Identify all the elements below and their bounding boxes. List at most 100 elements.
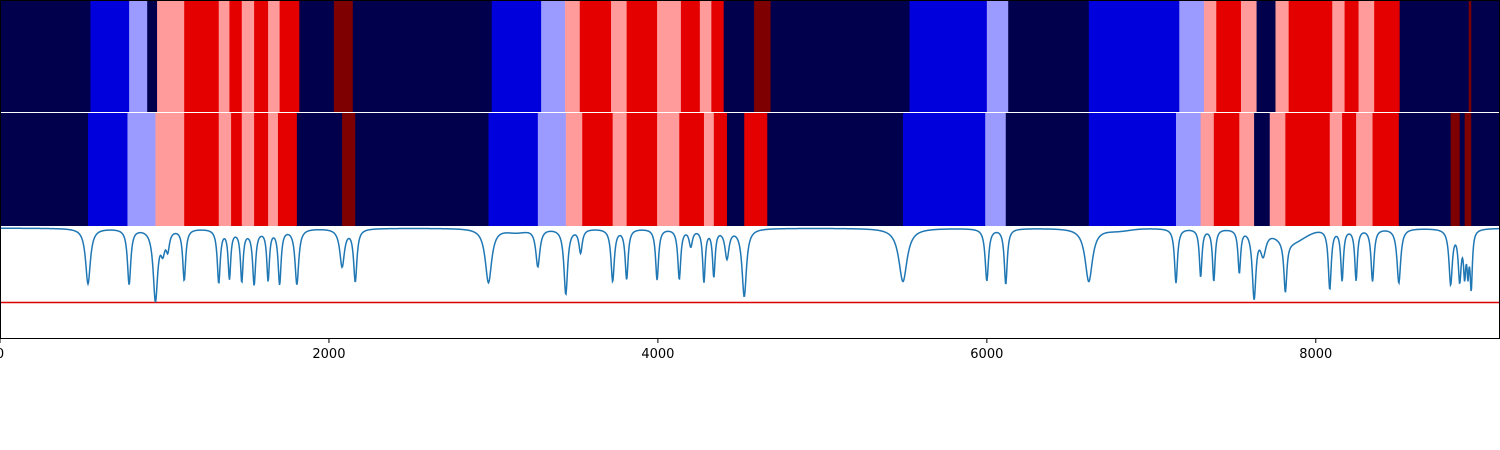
heatmap-segment-row1-36 (1256, 0, 1277, 112)
heatmap-segment-row2-0 (0, 113, 89, 226)
heatmap-segment-row2-39 (1342, 113, 1357, 226)
heatmap-segment-row2-34 (1239, 113, 1255, 226)
heatmap-segment-row1-43 (1399, 0, 1470, 112)
heatmap-segment-row1-31 (1088, 0, 1180, 112)
heatmap-segment-row2-9 (268, 113, 279, 226)
heatmap-segment-row2-32 (1200, 113, 1215, 226)
heatmap-segment-row2-24 (726, 113, 745, 226)
x-tick-label-2000: 2000 (312, 347, 345, 362)
heatmap-segment-row2-27 (902, 113, 986, 226)
heatmap-segment-row2-14 (488, 113, 539, 226)
heatmap-segment-row2-6 (231, 113, 243, 226)
heatmap-segment-row1-5 (184, 0, 220, 112)
x-axis: 0 2000 4000 6000 8000 (0, 339, 1332, 362)
heatmap-segment-row2-7 (241, 113, 255, 226)
x-tick-label-8000: 8000 (1299, 347, 1332, 362)
heatmap-segment-row2-11 (296, 113, 343, 226)
heatmap-segment-row2-20 (657, 113, 680, 226)
heatmap-segment-row2-42 (1398, 113, 1452, 226)
heatmap-segment-row1-2 (129, 0, 148, 112)
heatmap-segment-row2-23 (713, 113, 728, 226)
heatmap-segment-row2-17 (582, 113, 614, 226)
heatmap-segment-row1-30 (1008, 0, 1090, 112)
heatmap-segment-row2-5 (218, 113, 232, 226)
heatmap-segment-row2-41 (1372, 113, 1400, 226)
heatmap-segment-row1-44 (1468, 0, 1472, 112)
heatmap-segment-row2-43 (1450, 113, 1461, 226)
heatmap-segment-row1-3 (147, 0, 158, 112)
heatmap-segment-row2-33 (1213, 113, 1240, 226)
heatmap-segment-row1-13 (333, 0, 354, 112)
heatmap-segment-row2-8 (254, 113, 269, 226)
heatmap-segment-row2-44 (1459, 113, 1466, 226)
heatmap-segment-row1-11 (279, 0, 300, 112)
heatmap-segment-row1-26 (754, 0, 772, 112)
signal-line (0, 227, 1500, 303)
heatmap-segment-row1-28 (909, 0, 988, 112)
heatmap-segment-row1-8 (241, 0, 255, 112)
x-tick-label-6000: 6000 (970, 347, 1003, 362)
heatmap-segment-row2-13 (355, 113, 490, 226)
heatmap-segment-row2-25 (744, 113, 768, 226)
heatmap-segment-row1-37 (1275, 0, 1290, 112)
heatmap-segment-row1-27 (770, 0, 911, 112)
heatmap-segment-row2-29 (1005, 113, 1090, 226)
row-divider (0, 112, 1500, 113)
x-tick-label-4000: 4000 (641, 347, 674, 362)
x-tick-label-0: 0 (0, 347, 4, 362)
heatmap-segment-row1-24 (711, 0, 725, 112)
heatmap-segment-row2-35 (1254, 113, 1271, 226)
heatmap-segment-row2-37 (1285, 113, 1331, 226)
heatmap-segment-row2-38 (1329, 113, 1343, 226)
heatmap-segment-row2-28 (985, 113, 1007, 226)
heatmap-segment-row2-18 (612, 113, 628, 226)
heatmap-segment-row1-6 (218, 0, 231, 112)
heatmap-segment-row1-29 (986, 0, 1009, 112)
heatmap-segment-row2-22 (703, 113, 715, 226)
heatmap-segment-row1-38 (1288, 0, 1333, 112)
heatmap-segment-row2-46 (1471, 113, 1500, 226)
heatmap-row-1 (0, 0, 1500, 112)
heatmap-segment-row1-32 (1179, 0, 1205, 112)
heatmap-segment-row2-12 (342, 113, 356, 226)
heatmap-segment-row1-45 (1471, 0, 1500, 112)
heatmap-segment-row1-33 (1203, 0, 1217, 112)
heatmap-segment-row2-16 (565, 113, 583, 226)
heatmap-segment-row1-12 (299, 0, 335, 112)
heatmap-segment-row2-36 (1269, 113, 1286, 226)
heatmap-segment-row1-20 (626, 0, 658, 112)
heatmap-segment-row1-25 (723, 0, 755, 112)
heatmap-segment-row1-15 (491, 0, 542, 112)
heatmap-segment-row2-3 (155, 113, 185, 226)
heatmap-segment-row2-4 (184, 113, 220, 226)
heatmap-segment-row2-21 (679, 113, 705, 226)
heatmap-segment-row2-26 (767, 113, 904, 226)
heatmap-segment-row1-14 (352, 0, 493, 112)
heatmap-segment-row1-4 (157, 0, 185, 112)
heatmap-segment-row1-19 (611, 0, 628, 112)
heatmap-segment-row1-40 (1344, 0, 1360, 112)
heatmap-segment-row2-19 (626, 113, 658, 226)
heatmap-segment-row1-0 (0, 0, 92, 112)
heatmap-segment-row1-39 (1332, 0, 1346, 112)
heatmap-segment-row1-23 (699, 0, 712, 112)
heatmap-segment-row2-2 (127, 113, 157, 226)
heatmap-segment-row2-40 (1356, 113, 1374, 226)
heatmap-segment-row2-15 (537, 113, 567, 226)
heatmap-segment-row2-45 (1464, 113, 1472, 226)
heatmap-segment-row1-21 (657, 0, 682, 112)
heatmap-segment-row2-1 (87, 113, 129, 226)
heatmap-segment-row2-30 (1088, 113, 1177, 226)
heatmap-segment-row1-16 (541, 0, 566, 112)
heatmap-segment-row1-7 (229, 0, 243, 112)
heatmap-segment-row1-1 (90, 0, 130, 112)
heatmap-segment-row1-22 (680, 0, 701, 112)
heatmap-segment-row1-41 (1358, 0, 1375, 112)
heatmap-row-2 (0, 113, 1500, 226)
heatmap-segment-row2-10 (277, 113, 298, 226)
heatmap-segment-row1-18 (579, 0, 612, 112)
heatmap-segment-row1-35 (1240, 0, 1258, 112)
heatmap-segment-row1-9 (254, 0, 269, 112)
heatmap-segment-row1-10 (268, 0, 281, 112)
